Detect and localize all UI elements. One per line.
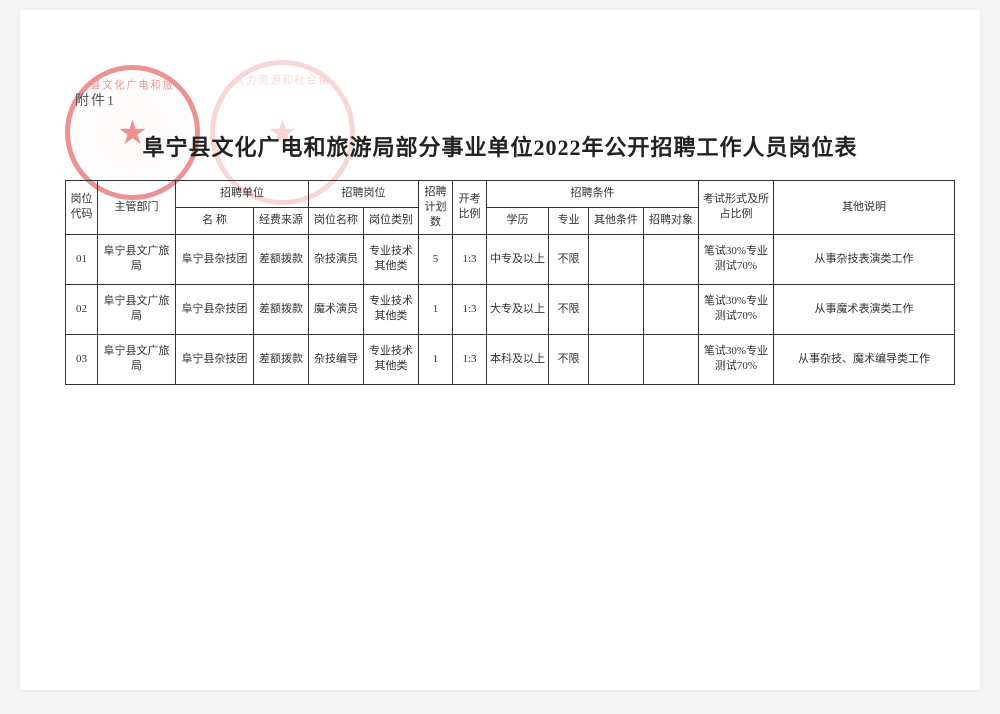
th-pos-name: 岗位名称	[309, 207, 364, 234]
positions-table: 岗位代码 主管部门 招聘单位 招聘岗位 招聘计划数 开考比例 招聘条件 考试形式…	[65, 180, 955, 385]
cell-other_cond	[589, 334, 644, 384]
cell-pos_cat: 专业技术其他类	[364, 334, 419, 384]
th-cond-group: 招聘条件	[487, 181, 699, 208]
cell-code: 03	[66, 334, 98, 384]
positions-table-wrap: 岗位代码 主管部门 招聘单位 招聘岗位 招聘计划数 开考比例 招聘条件 考试形式…	[65, 180, 955, 385]
table-body: 01阜宁县文广旅局阜宁县杂技团差额拨款杂技演员专业技术其他类51:3中专及以上不…	[66, 234, 955, 384]
document-page: 县文化广电和旅 ★ 人力资源和社会保 ★ 附件1 阜宁县文化广电和旅游局部分事业…	[20, 10, 980, 690]
document-title: 阜宁县文化广电和旅游局部分事业单位2022年公开招聘工作人员岗位表	[20, 130, 980, 162]
cell-target	[644, 334, 699, 384]
cell-major: 不限	[549, 234, 589, 284]
th-edu: 学历	[487, 207, 549, 234]
cell-unit_fund: 差额拨款	[254, 234, 309, 284]
cell-exam: 笔试30%专业测试70%	[699, 334, 774, 384]
cell-unit_name: 阜宁县杂技团	[176, 334, 254, 384]
th-unit-group: 招聘单位	[176, 181, 309, 208]
th-code: 岗位代码	[66, 181, 98, 235]
cell-plan: 1	[419, 284, 453, 334]
cell-target	[644, 284, 699, 334]
th-unit-fund: 经费来源	[254, 207, 309, 234]
cell-ratio: 1:3	[453, 334, 487, 384]
th-dept: 主管部门	[98, 181, 176, 235]
cell-other_cond	[589, 234, 644, 284]
table-row: 02阜宁县文广旅局阜宁县杂技团差额拨款魔术演员专业技术其他类11:3大专及以上不…	[66, 284, 955, 334]
cell-unit_fund: 差额拨款	[254, 284, 309, 334]
table-row: 03阜宁县文广旅局阜宁县杂技团差额拨款杂技编导专业技术其他类11:3本科及以上不…	[66, 334, 955, 384]
cell-pos_cat: 专业技术其他类	[364, 284, 419, 334]
cell-other_cond	[589, 284, 644, 334]
attachment-label: 附件1	[75, 90, 116, 110]
seal-2-text: 人力资源和社会保	[215, 70, 350, 87]
cell-ratio: 1:3	[453, 234, 487, 284]
cell-exam: 笔试30%专业测试70%	[699, 234, 774, 284]
cell-dept: 阜宁县文广旅局	[98, 284, 176, 334]
cell-pos_cat: 专业技术其他类	[364, 234, 419, 284]
cell-unit_fund: 差额拨款	[254, 334, 309, 384]
cell-major: 不限	[549, 284, 589, 334]
cell-plan: 1	[419, 334, 453, 384]
cell-ratio: 1:3	[453, 284, 487, 334]
table-header: 岗位代码 主管部门 招聘单位 招聘岗位 招聘计划数 开考比例 招聘条件 考试形式…	[66, 181, 955, 235]
cell-target	[644, 234, 699, 284]
th-note: 其他说明	[774, 181, 955, 235]
cell-exam: 笔试30%专业测试70%	[699, 284, 774, 334]
cell-unit_name: 阜宁县杂技团	[176, 284, 254, 334]
cell-unit_name: 阜宁县杂技团	[176, 234, 254, 284]
th-exam: 考试形式及所占比例	[699, 181, 774, 235]
cell-edu: 大专及以上	[487, 284, 549, 334]
th-plan: 招聘计划数	[419, 181, 453, 235]
th-ratio: 开考比例	[453, 181, 487, 235]
th-pos-cat: 岗位类别	[364, 207, 419, 234]
table-row: 01阜宁县文广旅局阜宁县杂技团差额拨款杂技演员专业技术其他类51:3中专及以上不…	[66, 234, 955, 284]
cell-code: 02	[66, 284, 98, 334]
cell-dept: 阜宁县文广旅局	[98, 234, 176, 284]
cell-note: 从事杂技表演类工作	[774, 234, 955, 284]
th-target: 招聘对象	[644, 207, 699, 234]
th-unit-name: 名 称	[176, 207, 254, 234]
cell-plan: 5	[419, 234, 453, 284]
cell-edu: 中专及以上	[487, 234, 549, 284]
cell-pos_name: 魔术演员	[309, 284, 364, 334]
cell-note: 从事魔术表演类工作	[774, 284, 955, 334]
cell-pos_name: 杂技编导	[309, 334, 364, 384]
th-pos-group: 招聘岗位	[309, 181, 419, 208]
th-other-cond: 其他条件	[589, 207, 644, 234]
cell-dept: 阜宁县文广旅局	[98, 334, 176, 384]
cell-pos_name: 杂技演员	[309, 234, 364, 284]
cell-note: 从事杂技、魔术编导类工作	[774, 334, 955, 384]
cell-edu: 本科及以上	[487, 334, 549, 384]
cell-code: 01	[66, 234, 98, 284]
cell-major: 不限	[549, 334, 589, 384]
th-major: 专业	[549, 207, 589, 234]
